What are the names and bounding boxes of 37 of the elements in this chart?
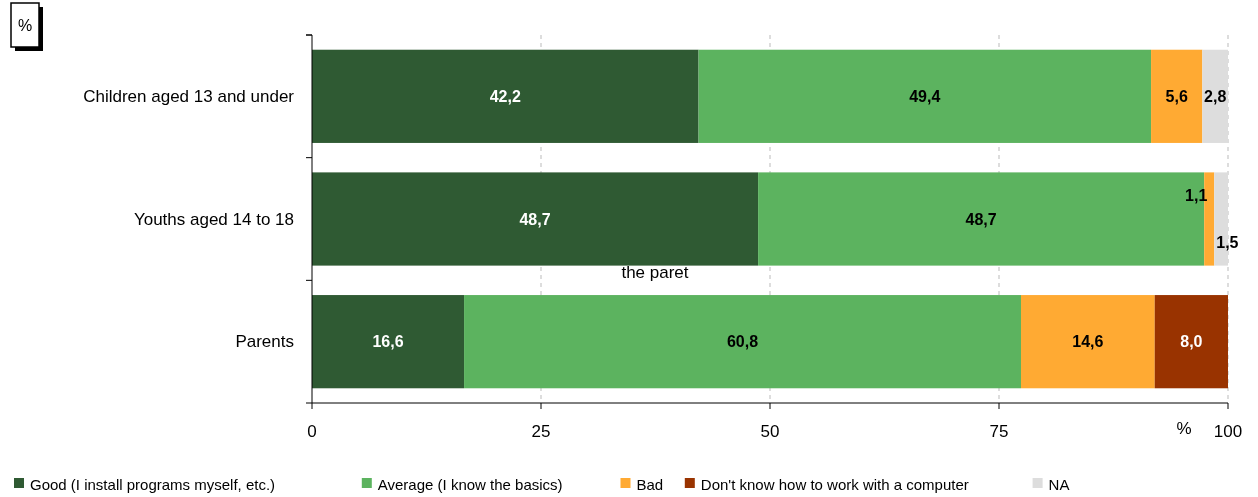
x-tick-label: 0 bbox=[307, 422, 317, 441]
bar bbox=[1151, 49, 1203, 143]
x-axis-title: % bbox=[1176, 419, 1192, 438]
x-tick-label: 100 bbox=[1213, 422, 1243, 441]
bar bbox=[698, 49, 1152, 143]
legend-label: NA bbox=[1048, 475, 1070, 493]
bar bbox=[1202, 49, 1228, 143]
annotation: the paret bbox=[621, 262, 689, 282]
y-tick-label: Youths aged 14 to 18 bbox=[133, 209, 294, 229]
bar bbox=[1020, 295, 1155, 389]
data-label: 1,5 bbox=[1216, 233, 1239, 251]
data-label: 42,2 bbox=[489, 87, 521, 105]
legend-label: Good (I install programs myself, etc.) bbox=[30, 475, 276, 493]
data-label: 48,7 bbox=[965, 210, 997, 228]
data-label: 2,8 bbox=[1204, 87, 1227, 105]
data-label: 5,6 bbox=[1165, 87, 1188, 105]
data-label: 49,4 bbox=[909, 87, 941, 105]
legend-label: Average (I know the basics) bbox=[377, 475, 563, 493]
x-tick-label: 50 bbox=[760, 422, 780, 441]
y-tick-label: Children aged 13 and under bbox=[83, 86, 295, 106]
bar bbox=[312, 295, 465, 389]
data-label: 14,6 bbox=[1072, 333, 1104, 351]
data-label: 16,6 bbox=[372, 333, 404, 351]
data-label: 8,0 bbox=[1180, 333, 1203, 351]
data-label: 60,8 bbox=[726, 333, 759, 351]
bar bbox=[312, 49, 699, 143]
y-tick-label: Parents bbox=[235, 332, 294, 352]
bar bbox=[464, 295, 1021, 389]
data-label: 48,7 bbox=[519, 210, 551, 228]
text: % bbox=[17, 16, 33, 34]
bar bbox=[758, 172, 1205, 266]
legend-label: Don't know how to work with a computer bbox=[700, 475, 969, 493]
bar bbox=[1154, 295, 1228, 389]
x-tick-label: 25 bbox=[531, 422, 551, 441]
bar bbox=[312, 172, 759, 266]
x-tick-label: 75 bbox=[989, 422, 1009, 441]
legend-label: Bad bbox=[636, 475, 664, 493]
